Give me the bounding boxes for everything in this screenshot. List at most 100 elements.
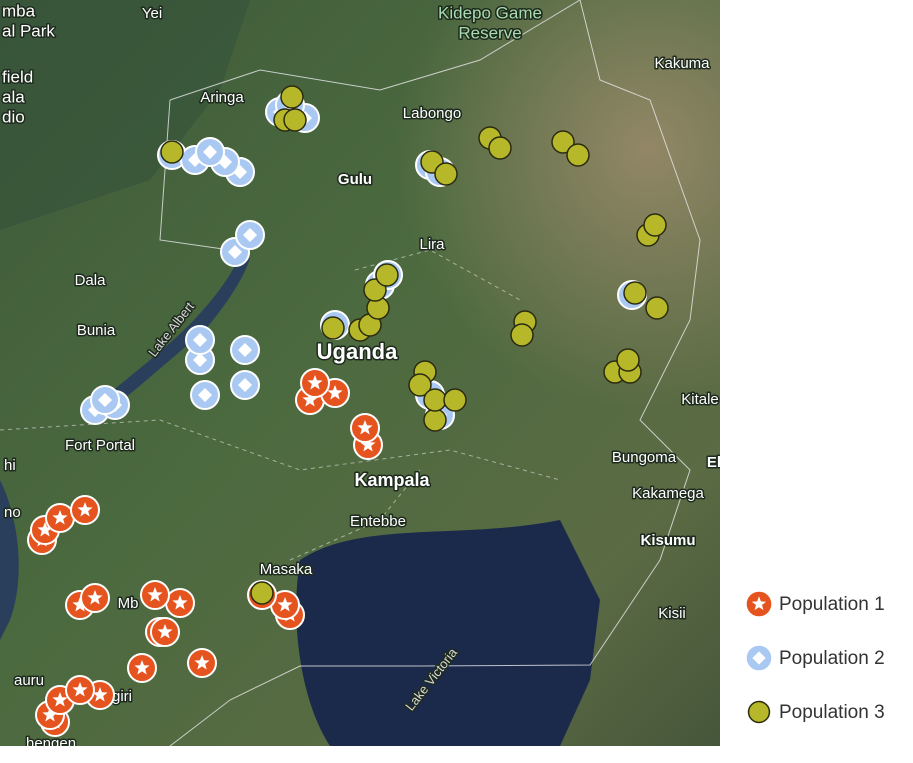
population-1-marker (744, 589, 774, 619)
marker-diamond (243, 228, 257, 242)
lake-edward (0, 480, 19, 640)
population-3-marker (510, 323, 534, 347)
marker-body (434, 162, 458, 186)
place-label: Uganda (317, 339, 398, 364)
marker-body (623, 281, 647, 305)
place-label: Gulu (338, 171, 372, 188)
marker-star (87, 590, 103, 605)
place-label: Kisumu (640, 532, 695, 549)
population-1-marker (80, 583, 110, 613)
marker-body (423, 388, 447, 412)
population-2-marker (235, 220, 265, 250)
place-label: ala (2, 87, 25, 106)
population-3-marker (747, 700, 771, 724)
marker-body (747, 700, 771, 724)
marker-body (643, 213, 667, 237)
place-label: Bungoma (612, 449, 677, 466)
place-label: Kampala (354, 470, 430, 490)
population-3-marker (488, 136, 512, 160)
population-1-marker (150, 617, 180, 647)
marker-body (551, 130, 575, 154)
marker-star (147, 587, 163, 602)
population-3-marker (616, 348, 640, 372)
population-3-marker (443, 388, 467, 412)
marker-diamond (203, 145, 217, 159)
legend-label: Population 1 (779, 594, 885, 615)
marker-star (72, 597, 88, 612)
marker-diamond (193, 333, 207, 347)
legend-label: Population 3 (779, 702, 885, 723)
population-3-marker (434, 162, 458, 186)
marker-body (280, 85, 304, 109)
marker-body (283, 108, 307, 132)
lake-victoria (296, 520, 600, 746)
marker-star (277, 597, 293, 612)
population-3-marker (283, 108, 307, 132)
marker-body (645, 296, 669, 320)
marker-star (134, 660, 150, 675)
population-2-marker (230, 335, 260, 365)
population-1-marker (140, 580, 170, 610)
place-label: Yei (142, 5, 162, 22)
place-label: hengen (26, 735, 76, 752)
population-3-marker (408, 373, 432, 397)
place-label: El (707, 454, 721, 471)
population-1-marker (300, 368, 330, 398)
marker-diamond (198, 388, 212, 402)
place-label: dio (2, 107, 25, 126)
marker-body (408, 373, 432, 397)
population-1-marker (165, 588, 195, 618)
population-3-marker (643, 213, 667, 237)
place-label: Kakuma (654, 55, 710, 72)
place-label: no (4, 504, 21, 521)
place-label: hi (4, 457, 16, 474)
marker-star (360, 437, 376, 452)
population-1-marker (187, 648, 217, 678)
population-2-marker (195, 137, 225, 167)
population-3-marker (250, 581, 274, 605)
population-1-marker (65, 675, 95, 705)
population-3-marker (645, 296, 669, 320)
terrain (0, 0, 250, 230)
population-3-marker (321, 316, 345, 340)
place-label: Bunia (77, 322, 116, 339)
place-label: Entebbe (350, 513, 406, 530)
population-3-marker (375, 263, 399, 287)
place-label: mba (2, 1, 36, 20)
population-2-marker (230, 370, 260, 400)
legend-label: Population 2 (779, 648, 885, 669)
population-2-marker (190, 380, 220, 410)
place-label: al Park (2, 21, 55, 40)
marker-body (510, 323, 534, 347)
population-3-marker (423, 388, 447, 412)
marker-star (307, 375, 323, 390)
marker-diamond (193, 353, 207, 367)
place-label: giri (112, 688, 132, 705)
place-label: Aringa (200, 89, 244, 106)
place-label: auru (14, 672, 44, 689)
marker-star (157, 624, 173, 639)
population-3-marker (566, 143, 590, 167)
place-label: Kisii (658, 605, 686, 622)
marker-body (443, 388, 467, 412)
markers (27, 85, 669, 737)
marker-star (172, 595, 188, 610)
place-label: Labongo (403, 105, 461, 122)
marker-star (37, 522, 53, 537)
marker-body (250, 581, 274, 605)
place-label: field (2, 67, 33, 86)
population-2-marker (185, 325, 215, 355)
lake-albert (92, 255, 250, 418)
marker-body (423, 408, 447, 432)
marker-star (52, 692, 68, 707)
marker-body (375, 263, 399, 287)
population-1-marker (45, 503, 75, 533)
marker-star (52, 510, 68, 525)
marker-body (160, 140, 184, 164)
place-label: Kidepo Game (438, 3, 542, 22)
population-1-marker (127, 653, 157, 683)
marker-body (616, 348, 640, 372)
